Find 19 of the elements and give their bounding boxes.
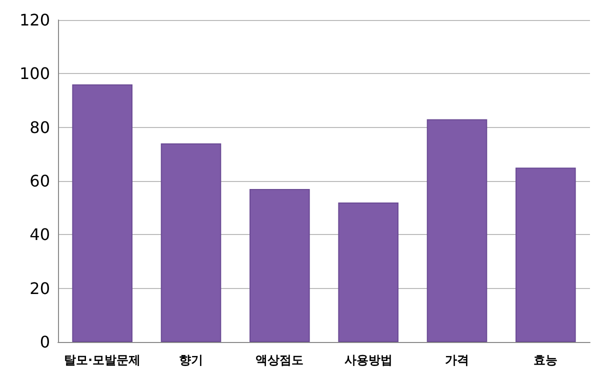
x-tick-label: 탈모·모발문제: [64, 353, 141, 367]
x-tick-label: 가격: [445, 353, 469, 367]
bar: [516, 168, 576, 342]
y-tick-label: 100: [19, 64, 50, 84]
y-tick-label: 40: [30, 225, 50, 244]
bar: [72, 84, 132, 342]
bar: [426, 119, 488, 342]
bar: [160, 143, 222, 342]
x-tick-label: 향기: [179, 353, 203, 367]
x-tick-label: 액상점도: [256, 353, 304, 367]
x-tick-label: 사용방법: [344, 353, 392, 367]
y-tick-label: 80: [30, 118, 50, 137]
y-tick-label: 0: [40, 332, 50, 352]
y-tick-label: 20: [30, 278, 50, 298]
bar: [250, 189, 310, 342]
y-tick-label: 60: [30, 172, 50, 190]
bar: [338, 202, 398, 342]
x-tick-label: 효능: [534, 353, 558, 367]
y-tick-label: 120: [19, 10, 50, 30]
